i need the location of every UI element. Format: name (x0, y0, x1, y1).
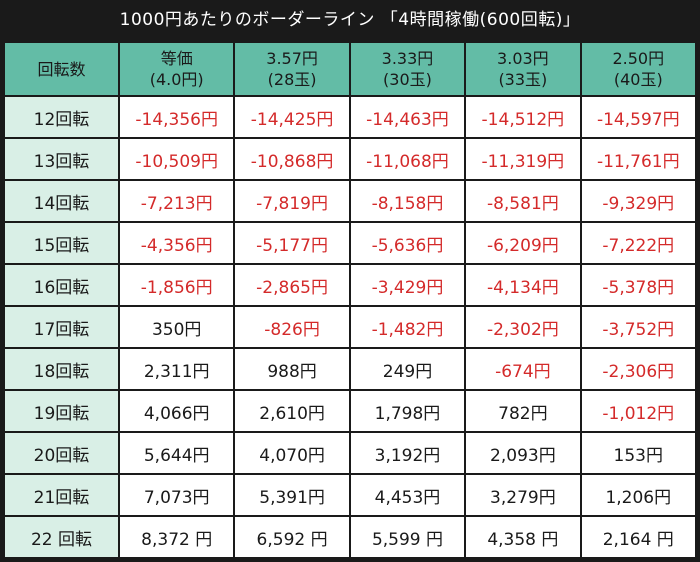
table-cell: -11,068円 (350, 139, 465, 179)
row-label: 22 回転 (5, 517, 118, 557)
table-cell: 6,592 円 (235, 517, 349, 557)
table-row: 22 回転 8,372 円 6,592 円 5,599 円 4,358 円 2,164 円 (5, 517, 695, 557)
table-row: 13回転 -10,509円 -10,868円 -11,068円 -11,319円 -11,… (5, 139, 695, 179)
table-cell: -10,509円 (120, 139, 234, 179)
row-label: 18回転 (5, 349, 118, 389)
table-cell: 7,073円 (120, 475, 234, 515)
table-title: 1000円あたりのボーダーライン 「4時間稼働(600回転)」 (119, 10, 581, 30)
table-cell: -2,865円 (235, 265, 349, 305)
table-cell: 3,279円 (466, 475, 580, 515)
table-cell: -6,209円 (466, 223, 580, 263)
table-row: 21回転 7,073円 5,391円 4,453円 3,279円 1,206円 (5, 475, 695, 515)
header-col-2-balls: (30玉) (383, 70, 432, 89)
table-cell: 4,453円 (350, 475, 465, 515)
table-cell: 5,644円 (120, 433, 234, 473)
table-row: 17回転 350円 -826円 -1,482円 -2,302円 -3,752円 (5, 307, 695, 347)
table-row: 14回転 -7,213円 -7,819円 -8,158円 -8,581円 -9,329円 (5, 181, 695, 221)
table-cell: -674円 (466, 349, 580, 389)
table-cell: -9,329円 (581, 181, 695, 221)
table-cell: -14,512円 (466, 97, 580, 137)
table-cell: 1,206円 (581, 475, 695, 515)
table-cell: -11,761円 (581, 139, 695, 179)
table-cell: -7,213円 (120, 181, 234, 221)
table-cell: -2,306円 (581, 349, 695, 389)
header-col-4: 2.50円 (40玉) (581, 43, 695, 95)
table-cell: 2,164 円 (581, 517, 695, 557)
table-cell: -826円 (235, 307, 349, 347)
table-row: 16回転 -1,856円 -2,865円 -3,429円 -4,134円 -5,378円 (5, 265, 695, 305)
row-label: 19回転 (5, 391, 118, 431)
table-cell: -14,463円 (350, 97, 465, 137)
row-label: 12回転 (5, 97, 118, 137)
header-col-3-rate: 3.03円 (497, 49, 549, 68)
header-col-0-rate: 等価 (160, 49, 193, 68)
header-col-4-balls: (40玉) (613, 70, 663, 89)
header-row: 回転数 等価 (4.0円) 3.57円 (28玉) 3.33円 (30玉) 3.03円… (5, 43, 695, 95)
header-col-0: 等価 (4.0円) (120, 43, 234, 95)
row-label: 16回転 (5, 265, 118, 305)
header-col-1-rate: 3.57円 (266, 49, 318, 68)
table-cell: -1,856円 (120, 265, 234, 305)
table-cell: -1,012円 (581, 391, 695, 431)
header-col-2-rate: 3.33円 (381, 49, 434, 68)
table-cell: -10,868円 (235, 139, 349, 179)
table-cell: -8,581円 (466, 181, 580, 221)
table-cell: -14,597円 (581, 97, 695, 137)
table-row: 15回転 -4,356円 -5,177円 -5,636円 -6,209円 -7,222円 (5, 223, 695, 263)
table-cell: -4,134円 (466, 265, 580, 305)
header-corner: 回転数 (5, 43, 118, 95)
table-cell: 4,070円 (235, 433, 349, 473)
table-cell: 4,358 円 (466, 517, 580, 557)
table-cell: -14,425円 (235, 97, 349, 137)
header-col-1-balls: (28玉) (267, 70, 317, 89)
table-cell: 2,093円 (466, 433, 580, 473)
table-row: 12回転 -14,356円 -14,425円 -14,463円 -14,512円 -14,… (5, 97, 695, 137)
table-cell: -5,378円 (581, 265, 695, 305)
table-cell: -4,356円 (120, 223, 234, 263)
header-col-0-balls: (4.0円) (149, 70, 204, 89)
table-cell: -14,356円 (120, 97, 234, 137)
table-cell: -1,482円 (350, 307, 465, 347)
table-cell: 2,610円 (235, 391, 349, 431)
table-cell: 5,391円 (235, 475, 349, 515)
table-cell: 782円 (466, 391, 580, 431)
table-cell: -11,319円 (466, 139, 580, 179)
row-label: 13回転 (5, 139, 118, 179)
header-col-1: 3.57円 (28玉) (235, 43, 349, 95)
table-cell: -3,429円 (350, 265, 465, 305)
table-cell: -3,752円 (581, 307, 695, 347)
table-cell: 988円 (235, 349, 349, 389)
table-cell: 249円 (350, 349, 465, 389)
header-col-2: 3.33円 (30玉) (350, 43, 465, 95)
table-cell: 5,599 円 (350, 517, 465, 557)
table-cell: 4,066円 (120, 391, 234, 431)
row-label: 15回転 (5, 223, 118, 263)
header-col-3: 3.03円 (33玉) (466, 43, 580, 95)
table-cell: 1,798円 (350, 391, 465, 431)
border-line-table: 回転数 等価 (4.0円) 3.57円 (28玉) 3.33円 (30玉) 3.03円… (3, 41, 697, 559)
row-label: 17回転 (5, 307, 118, 347)
table-cell: 8,372 円 (120, 517, 234, 557)
table-row: 20回転 5,644円 4,070円 3,192円 2,093円 153円 (5, 433, 695, 473)
table-cell: -7,222円 (581, 223, 695, 263)
table-cell: 3,192円 (350, 433, 465, 473)
row-label: 14回転 (5, 181, 118, 221)
table-cell: 2,311円 (120, 349, 234, 389)
table-cell: 153円 (581, 433, 695, 473)
header-col-4-rate: 2.50円 (612, 49, 665, 68)
table-cell: -5,177円 (235, 223, 349, 263)
table-row: 18回転 2,311円 988円 249円 -674円 -2,306円 (5, 349, 695, 389)
table-cell: -7,819円 (235, 181, 349, 221)
table-cell: -2,302円 (466, 307, 580, 347)
row-label: 21回転 (5, 475, 118, 515)
row-label: 20回転 (5, 433, 118, 473)
table-cell: -8,158円 (350, 181, 465, 221)
header-col-3-balls: (33玉) (498, 70, 548, 89)
table-cell: -5,636円 (350, 223, 465, 263)
table-row: 19回転 4,066円 2,610円 1,798円 782円 -1,012円 (5, 391, 695, 431)
table-cell: 350円 (120, 307, 234, 347)
